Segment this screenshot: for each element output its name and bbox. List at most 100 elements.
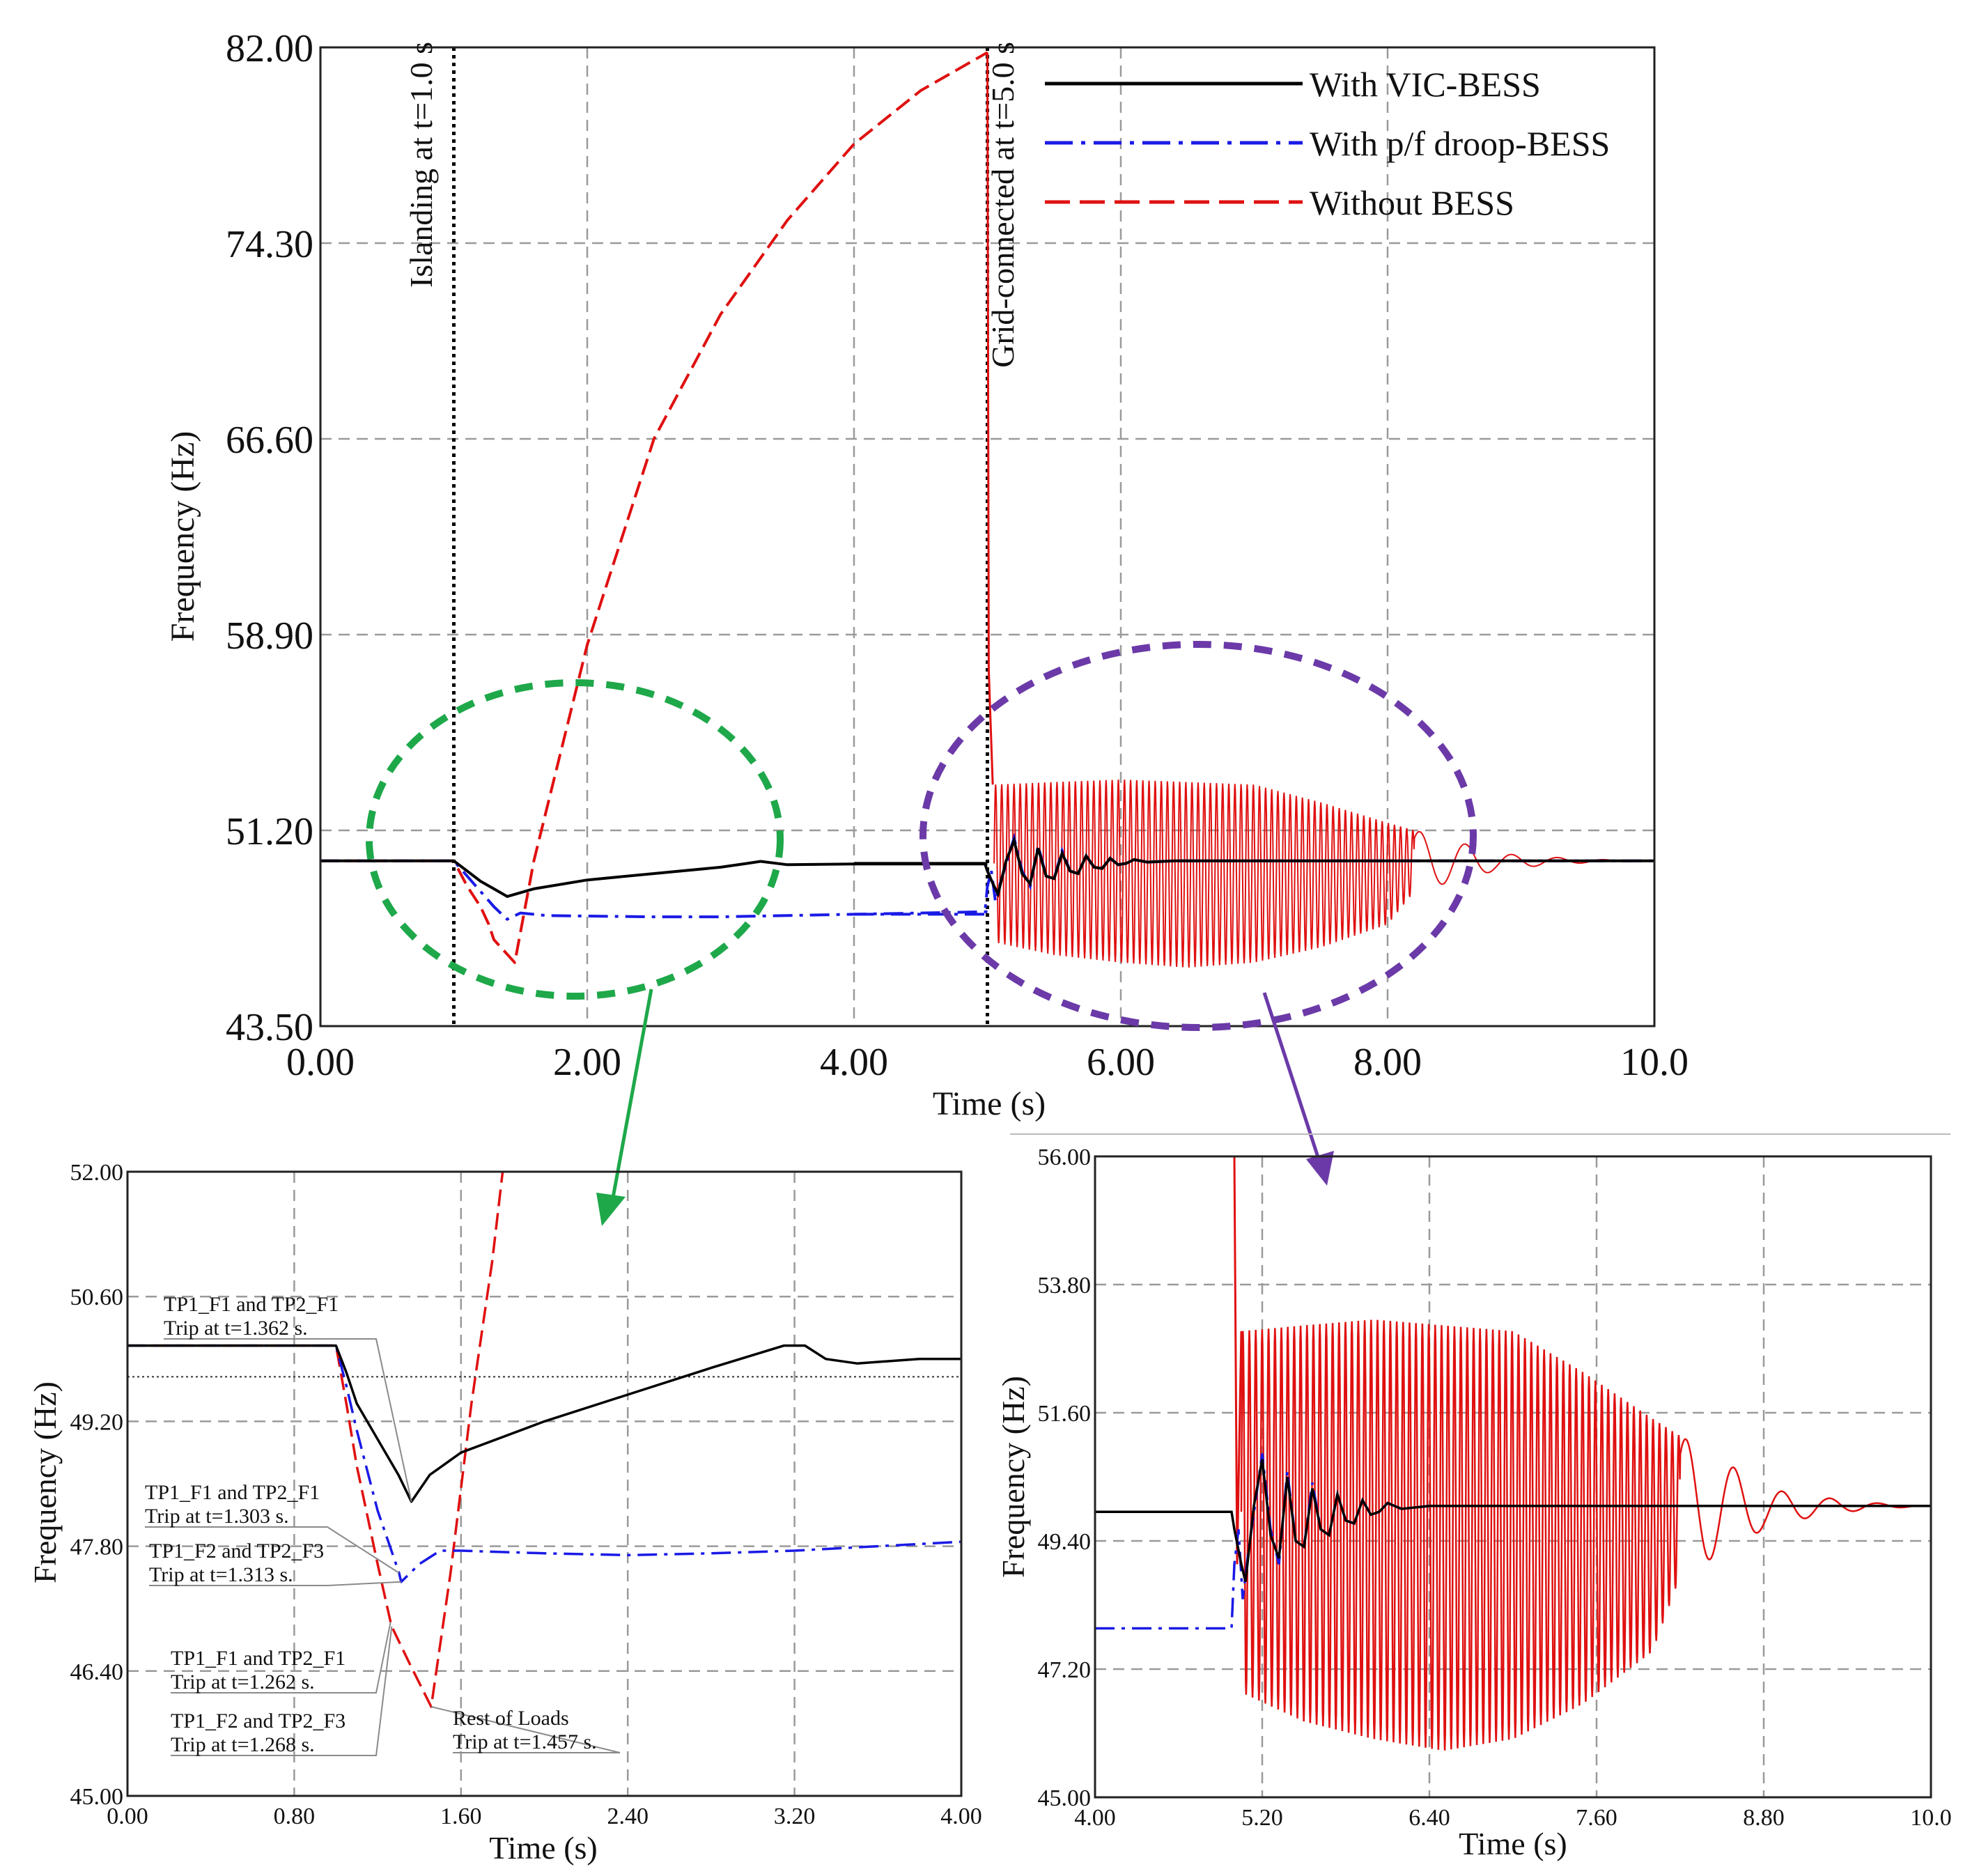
x-tick-label: 5.20: [1241, 1805, 1283, 1831]
series-line-without-bess: [320, 51, 988, 964]
event-label-grid-connected: Grid-connected at t=5.0 s: [985, 42, 1020, 368]
legend-label-without: Without BESS: [1310, 183, 1514, 222]
main-y-tick-labels: 43.50 51.20 58.90 66.60 74.30 82.00: [226, 27, 313, 1049]
y-tick-label: 47.80: [70, 1535, 124, 1560]
left-y-tick-labels: 45.00 46.40 47.80 49.20 50.60 52.00: [70, 1160, 124, 1810]
right-x-tick-labels: 4.00 5.20 6.40 7.60 8.80 10.0: [1074, 1805, 1952, 1831]
y-tick-label: 82.00: [226, 27, 313, 70]
annotation-droop2-line1: TP1_F2 and TP2_F3: [149, 1540, 324, 1563]
series-line-with-vic-bess: [1095, 1459, 1931, 1582]
annotation-droop2-line2: Trip at t=1.313 s.: [149, 1563, 293, 1586]
annotation-vic-line2: Trip at t=1.362 s.: [164, 1317, 308, 1340]
annotation-droop-trip-2: TP1_F2 and TP2_F3 Trip at t=1.313 s.: [149, 1540, 324, 1586]
annotation-droop1-line1: TP1_F1 and TP2_F1: [145, 1481, 320, 1504]
legend-label-vic: With VIC-BESS: [1310, 65, 1541, 104]
y-tick-label: 43.50: [226, 1006, 313, 1049]
left-series-group: [127, 1171, 962, 1708]
y-tick-label: 49.20: [70, 1409, 124, 1435]
x-tick-label: 8.80: [1743, 1805, 1785, 1831]
green-callout-arrow: [596, 989, 653, 1226]
y-tick-label: 66.60: [226, 419, 313, 462]
event-label-islanding: Islanding at t=1.0 s: [403, 42, 439, 288]
series-line-without-bess-oscillation: [993, 780, 1654, 968]
x-tick-label: 4.00: [1074, 1805, 1116, 1831]
series-line-without-bess-reconnect-zoom: [1232, 1155, 1243, 1565]
left-x-tick-labels: 0.00 0.80 1.60 2.40 3.20 4.00: [107, 1804, 982, 1829]
annotation-vic-trip: TP1_F1 and TP2_F1 Trip at t=1.362 s.: [164, 1293, 339, 1340]
right-y-tick-labels: 45.00 47.20 49.40 51.60 53.80 56.00: [1038, 1145, 1092, 1811]
series-line-without-bess-reconnect: [986, 52, 994, 785]
y-tick-label: 53.80: [1038, 1273, 1092, 1299]
annotation-without2-line1: TP1_F2 and TP2_F3: [171, 1710, 346, 1732]
right-plot-frame: [1094, 1155, 1932, 1799]
right-y-axis-title: Frequency (Hz): [995, 1376, 1031, 1578]
annotation-rest-of-loads: Rest of Loads Trip at t=1.457 s.: [453, 1707, 597, 1753]
legend-label-droop: With p/f droop-BESS: [1310, 124, 1610, 163]
series-line-with-p-f-droop-bess: [320, 859, 988, 921]
x-tick-label: 0.00: [107, 1804, 148, 1829]
annotation-without1-line1: TP1_F1 and TP2_F1: [171, 1647, 346, 1670]
left-annotation-leaders: [145, 1338, 621, 1756]
series-line-with-vic-bess: [127, 1344, 961, 1503]
y-tick-label: 51.20: [226, 810, 313, 853]
series-line-with-vic-bess: [320, 859, 988, 898]
annotation-leader-2: [149, 1581, 401, 1586]
x-tick-label: 7.60: [1576, 1805, 1617, 1831]
y-tick-label: 45.00: [1038, 1785, 1092, 1811]
y-tick-label: 52.00: [70, 1160, 124, 1186]
purple-callout-arrow: [1262, 992, 1334, 1186]
left-x-axis-title: Time (s): [489, 1830, 598, 1866]
annotation-without2-line2: Trip at t=1.268 s.: [171, 1733, 315, 1756]
annotation-leader-1: [145, 1526, 400, 1574]
annotation-leader-5: [430, 1706, 621, 1753]
x-tick-label: 10.0: [1620, 1041, 1689, 1084]
x-tick-label: 4.00: [820, 1041, 888, 1084]
y-tick-label: 47.20: [1038, 1657, 1092, 1683]
annotation-rest-line1: Rest of Loads: [453, 1707, 569, 1730]
left-zoom-chart: 0.00 0.80 1.60 2.40 3.20 4.00 45.00 46.40 47.80…: [27, 1160, 982, 1866]
green-callout-ellipse: [366, 679, 784, 1000]
x-tick-label: 4.00: [940, 1804, 982, 1829]
annotation-without-trip-1: TP1_F1 and TP2_F1 Trip at t=1.262 s.: [171, 1647, 346, 1693]
annotation-rest-line2: Trip at t=1.457 s.: [453, 1730, 597, 1753]
x-tick-label: 10.0: [1910, 1805, 1952, 1831]
x-tick-label: 0.00: [286, 1041, 355, 1084]
y-tick-label: 56.00: [1038, 1145, 1092, 1170]
main-plot-frame: [319, 46, 1656, 1028]
annotation-leader-0: [164, 1338, 412, 1502]
series-line-with-p-f-droop-bess: [127, 1344, 962, 1583]
series-line-with-vic-bess-after: [854, 835, 1654, 898]
x-tick-label: 0.80: [274, 1804, 316, 1829]
x-tick-label: 1.60: [440, 1804, 482, 1829]
x-tick-label: 3.20: [774, 1804, 816, 1829]
main-event-lines: [452, 47, 989, 1026]
main-chart: 0.00 2.00 4.00 6.00 8.00 10.0 43.50 51.20 58.90…: [164, 27, 1689, 1226]
annotation-without1-line2: Trip at t=1.262 s.: [171, 1670, 315, 1693]
legend: With VIC-BESS With p/f droop-BESS Withou…: [1045, 65, 1610, 222]
right-zoom-chart: 4.00 5.20 6.40 7.60 8.80 10.0 45.00 47.20 49.40…: [995, 1145, 1952, 1861]
x-tick-label: 8.00: [1353, 1041, 1422, 1084]
series-line-without-bess: [127, 1171, 504, 1708]
y-tick-label: 46.40: [70, 1659, 124, 1685]
annotation-vic-line1: TP1_F1 and TP2_F1: [164, 1293, 339, 1316]
annotation-leader-4: [171, 1626, 393, 1756]
right-series-group: [1095, 1155, 1931, 1751]
y-tick-label: 45.00: [70, 1784, 124, 1810]
main-series-group: [320, 51, 1654, 968]
main-y-axis-title: Frequency (Hz): [164, 431, 201, 642]
y-tick-label: 50.60: [70, 1285, 124, 1310]
x-tick-label: 2.00: [553, 1041, 621, 1084]
left-y-axis-title: Frequency (Hz): [27, 1381, 63, 1583]
main-x-tick-labels: 0.00 2.00 4.00 6.00 8.00 10.0: [286, 1041, 1689, 1084]
y-tick-label: 58.90: [226, 614, 313, 658]
x-tick-label: 6.00: [1087, 1041, 1155, 1084]
x-tick-label: 6.40: [1408, 1805, 1450, 1831]
right-x-axis-title: Time (s): [1459, 1826, 1567, 1861]
x-tick-label: 2.40: [607, 1804, 649, 1829]
main-x-axis-title: Time (s): [933, 1085, 1046, 1122]
annotation-without-trip-2: TP1_F2 and TP2_F3 Trip at t=1.268 s.: [171, 1710, 346, 1756]
annotation-droop1-line2: Trip at t=1.303 s.: [145, 1505, 289, 1528]
purple-callout-ellipse: [919, 641, 1477, 1031]
y-tick-label: 49.40: [1038, 1529, 1092, 1555]
left-plot-frame: [126, 1170, 963, 1797]
